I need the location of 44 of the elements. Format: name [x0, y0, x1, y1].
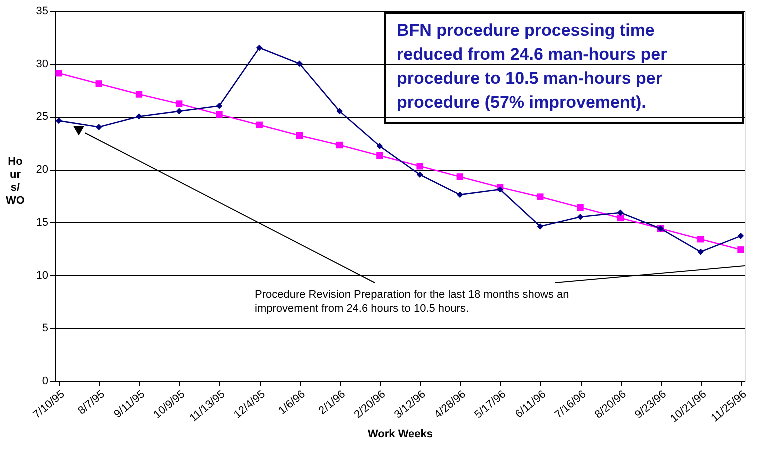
y-tick-label: 10 [36, 270, 48, 282]
point [376, 143, 384, 150]
point [457, 192, 464, 198]
point [698, 248, 704, 256]
point [617, 210, 624, 216]
point [96, 124, 102, 130]
y-axis-title: Hours/WO [6, 156, 26, 207]
point [296, 132, 304, 140]
y-tick-label: 5 [42, 322, 48, 335]
point [176, 100, 183, 108]
point [738, 246, 744, 254]
y-tick-label: 30 [36, 58, 48, 70]
point [336, 142, 344, 149]
y-tick-label: 15 [36, 216, 48, 229]
point [136, 114, 142, 120]
point [416, 163, 424, 170]
point [56, 118, 62, 124]
annotation: BFN procedure processing time reduced from 24.6 man-hours per procedure to 10.5 man-hours per procedure (57% improvement). [397, 21, 668, 112]
point [216, 111, 223, 118]
point [216, 102, 223, 110]
point [738, 233, 744, 240]
point [577, 204, 584, 211]
point [537, 194, 544, 200]
x-axis-title: Work Weeks [368, 428, 434, 440]
point [537, 223, 544, 230]
point [336, 108, 343, 115]
y-tick-label: 35 [36, 6, 48, 18]
y-tick-label: 0 [42, 376, 48, 388]
point [296, 60, 303, 68]
point [56, 70, 62, 77]
annotation: Procedure Revision Preparation for the last 18 months shows an improvement from 24.6 hours to 10.5 hours. [255, 289, 570, 315]
point [456, 174, 464, 180]
point [176, 108, 183, 115]
point [96, 80, 102, 88]
point [698, 236, 704, 243]
point [617, 214, 624, 222]
point [136, 91, 143, 98]
point [416, 172, 424, 178]
point [577, 214, 584, 220]
y-tick-label: 20 [36, 164, 48, 176]
y-tick-label: 25 [36, 111, 48, 124]
point [256, 122, 263, 129]
point [376, 152, 384, 160]
point [256, 44, 263, 52]
